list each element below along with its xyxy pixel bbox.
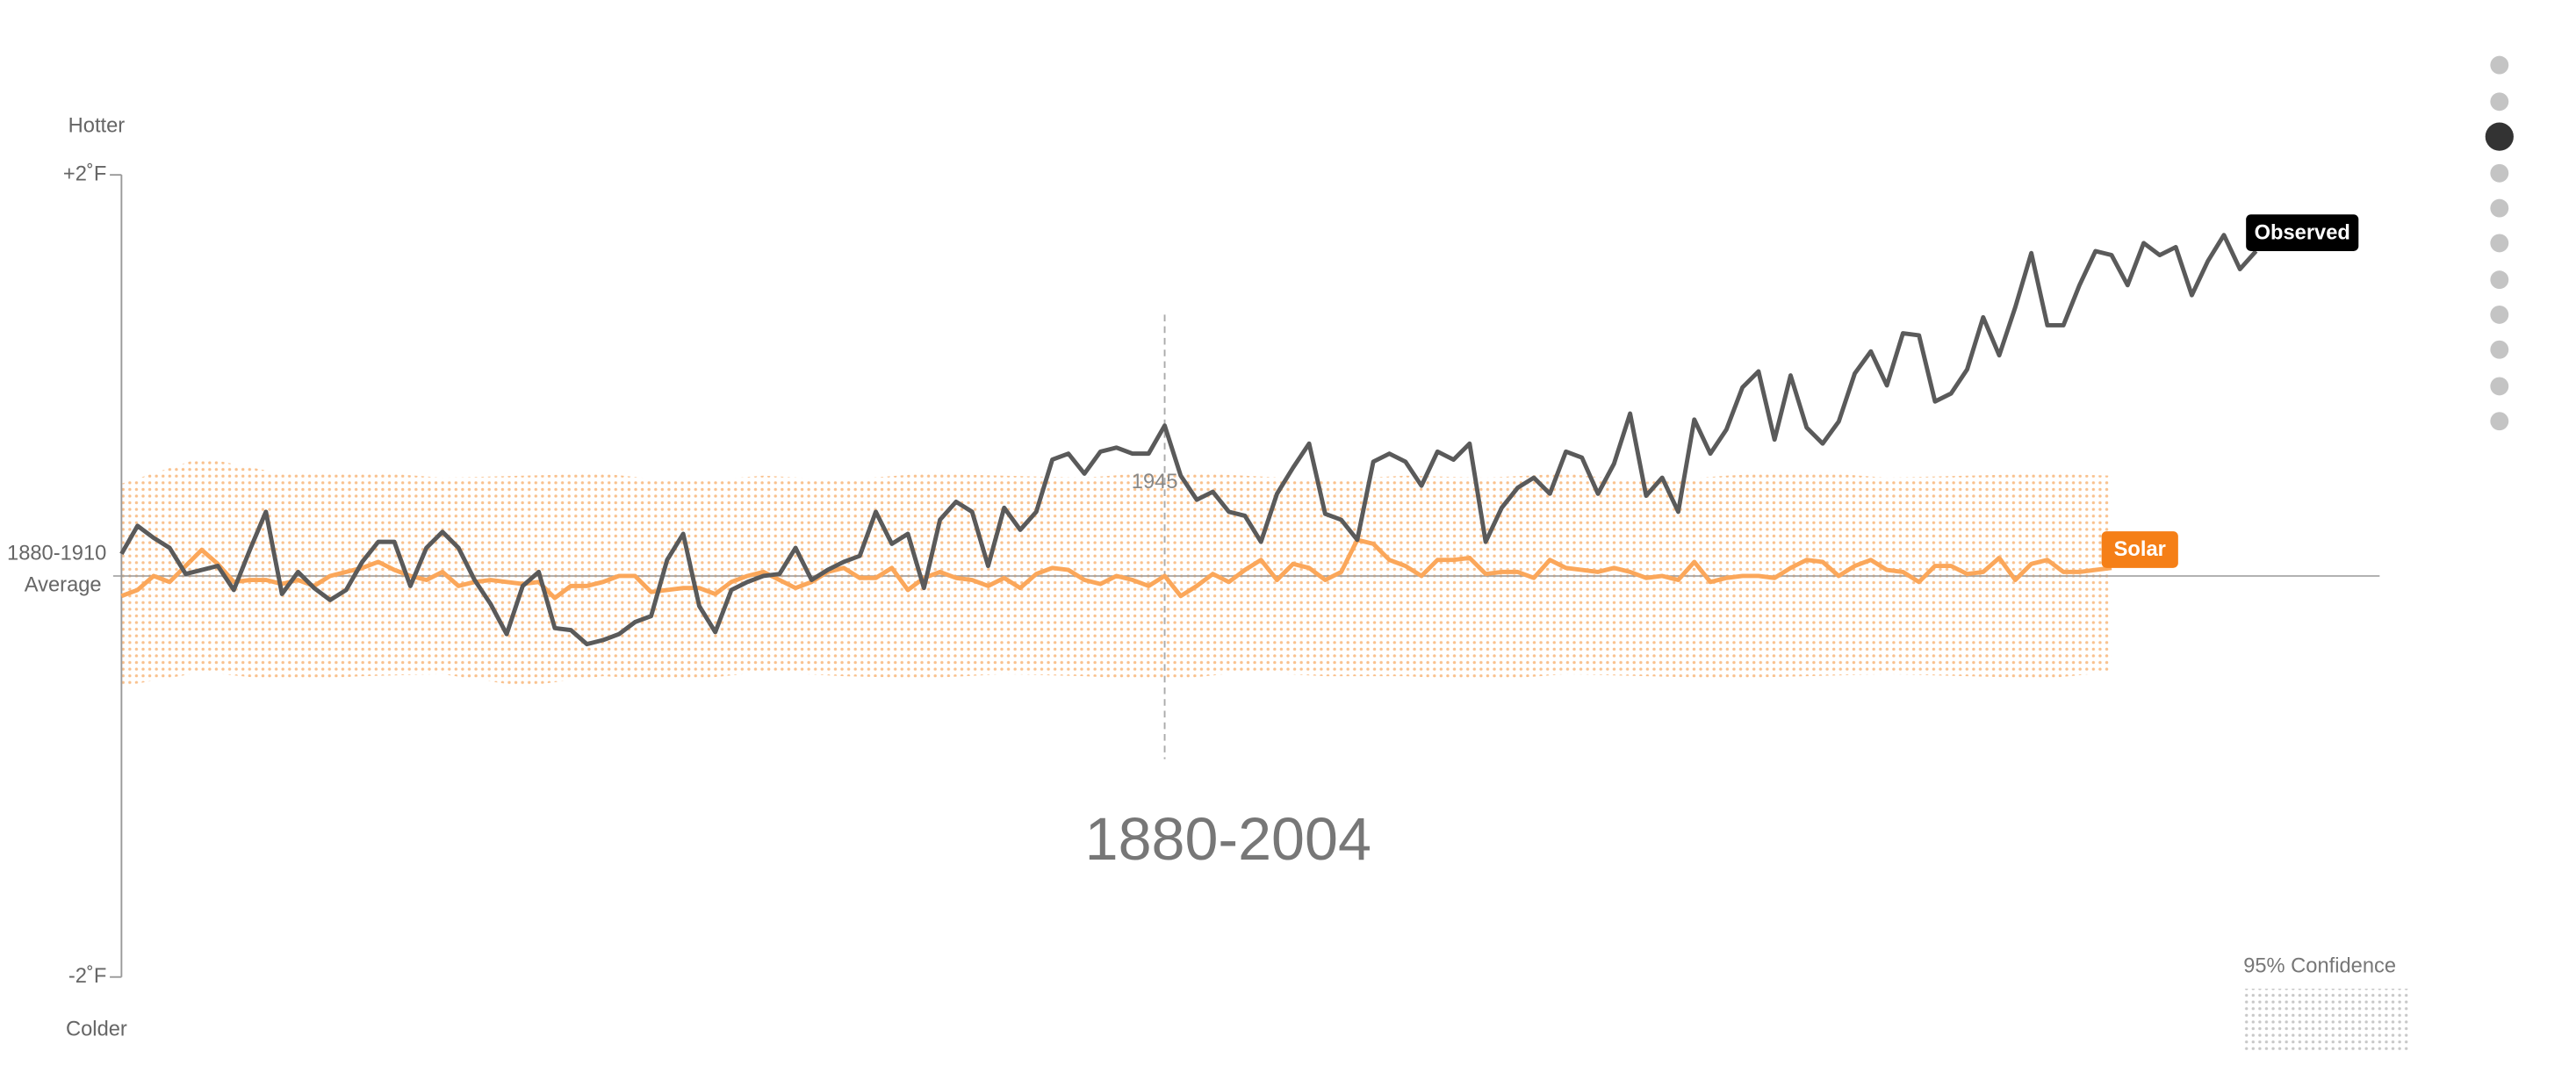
nav-dot[interactable] [2490,340,2509,359]
nav-dot[interactable] [2490,377,2509,396]
reference-label: 1880-1910 [7,543,106,565]
annotation-label: 1945 [1132,471,1178,493]
nav-dot[interactable] [2490,198,2509,218]
nav-dot[interactable] [2490,92,2509,112]
legend-label: 95% Confidence [2243,955,2396,978]
nav-dot-active[interactable] [2485,122,2514,151]
lines-layer: Solar Observed [119,214,2359,647]
series-label-box [2246,214,2359,251]
period-label: 1880-2004 [1085,806,1371,873]
slide-nav [2485,55,2514,431]
nav-dot[interactable] [2490,163,2509,183]
bottom-label: Colder [66,1019,127,1041]
legend-swatch [2242,989,2410,1051]
series-label-box [2101,531,2178,568]
reference-label: Average [25,574,102,597]
axes-layer: Hotter Colder 1880-1910 Average 1880-200… [7,114,2410,1051]
series-line [119,233,2258,647]
top-label: Hotter [68,114,126,137]
series-line [120,537,2112,601]
series-label: Solar [2114,538,2166,561]
band-layer [121,457,2112,687]
nav-dot[interactable] [2490,55,2509,75]
confidence-band [121,457,2112,687]
nav-dot[interactable] [2490,270,2509,290]
nav-dot[interactable] [2490,305,2509,324]
nav-dot[interactable] [2490,234,2509,253]
series-label: Observed [2255,221,2350,244]
y-tick-label: -2˚F [68,965,106,988]
y-tick-label: +2˚F [63,162,106,185]
nav-dot[interactable] [2490,412,2509,431]
